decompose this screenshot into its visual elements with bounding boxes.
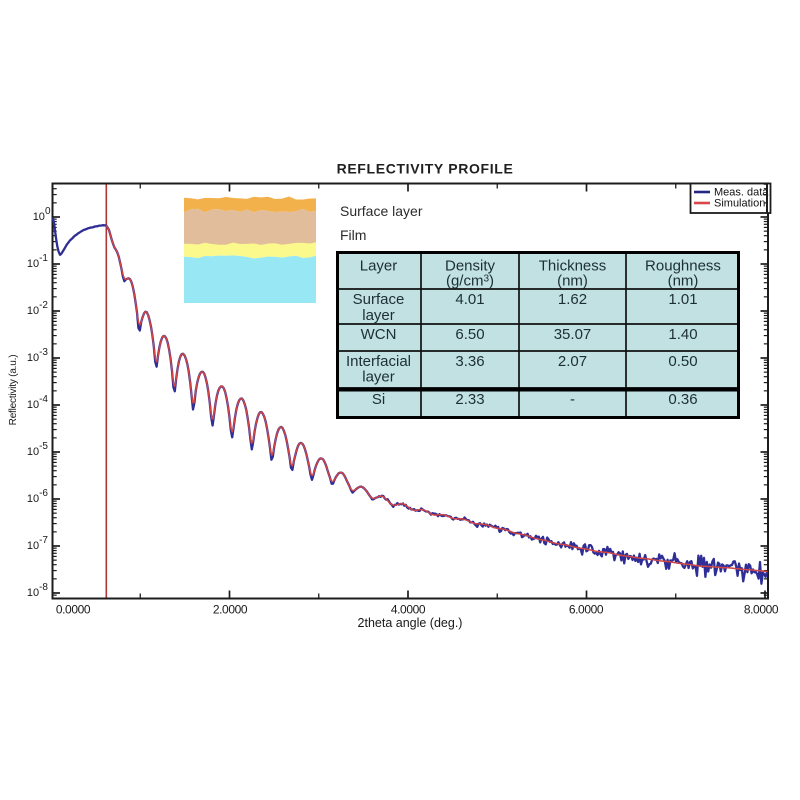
svg-text:4.01: 4.01 — [455, 291, 484, 308]
svg-text:Roughness: Roughness — [645, 258, 721, 275]
svg-text:-: - — [570, 391, 575, 408]
svg-text:(g/cm3): (g/cm3) — [446, 273, 494, 290]
svg-text:0.36: 0.36 — [668, 391, 697, 408]
svg-text:1.62: 1.62 — [558, 291, 587, 308]
svg-text:2.0000: 2.0000 — [213, 603, 248, 617]
svg-text:0.0000: 0.0000 — [56, 603, 91, 617]
svg-text:1.01: 1.01 — [668, 291, 697, 308]
svg-text:Interfacial: Interfacial — [346, 353, 411, 370]
svg-text:Simulation: Simulation — [714, 198, 765, 210]
svg-text:layer: layer — [362, 307, 395, 324]
svg-text:WCN: WCN — [361, 326, 397, 343]
svg-text:Reflectivity (a.u.): Reflectivity (a.u.) — [8, 355, 19, 426]
svg-text:6.50: 6.50 — [455, 326, 484, 343]
svg-text:Si: Si — [372, 391, 385, 408]
svg-text:8.0000: 8.0000 — [744, 603, 779, 617]
svg-text:Surface: Surface — [353, 291, 405, 308]
svg-text:2theta angle (deg.): 2theta angle (deg.) — [358, 616, 463, 630]
svg-text:Surface layer: Surface layer — [340, 203, 423, 219]
svg-text:Film: Film — [340, 227, 366, 243]
svg-text:Thickness: Thickness — [539, 258, 607, 275]
svg-text:Density: Density — [445, 258, 496, 275]
svg-text:4.0000: 4.0000 — [391, 603, 426, 617]
svg-text:3.36: 3.36 — [455, 353, 484, 370]
svg-text:Meas. data: Meas. data — [714, 187, 769, 199]
svg-text:6.0000: 6.0000 — [569, 603, 604, 617]
svg-text:(nm): (nm) — [668, 273, 699, 290]
svg-text:1.40: 1.40 — [668, 326, 697, 343]
svg-text:35.07: 35.07 — [554, 326, 592, 343]
svg-text:2.07: 2.07 — [558, 353, 587, 370]
svg-text:layer: layer — [362, 369, 395, 386]
svg-text:(nm): (nm) — [557, 273, 588, 290]
svg-text:Layer: Layer — [360, 258, 398, 275]
svg-text:2.33: 2.33 — [455, 391, 484, 408]
svg-text:0.50: 0.50 — [668, 353, 697, 370]
svg-text:REFLECTIVITY PROFILE: REFLECTIVITY PROFILE — [337, 161, 514, 177]
